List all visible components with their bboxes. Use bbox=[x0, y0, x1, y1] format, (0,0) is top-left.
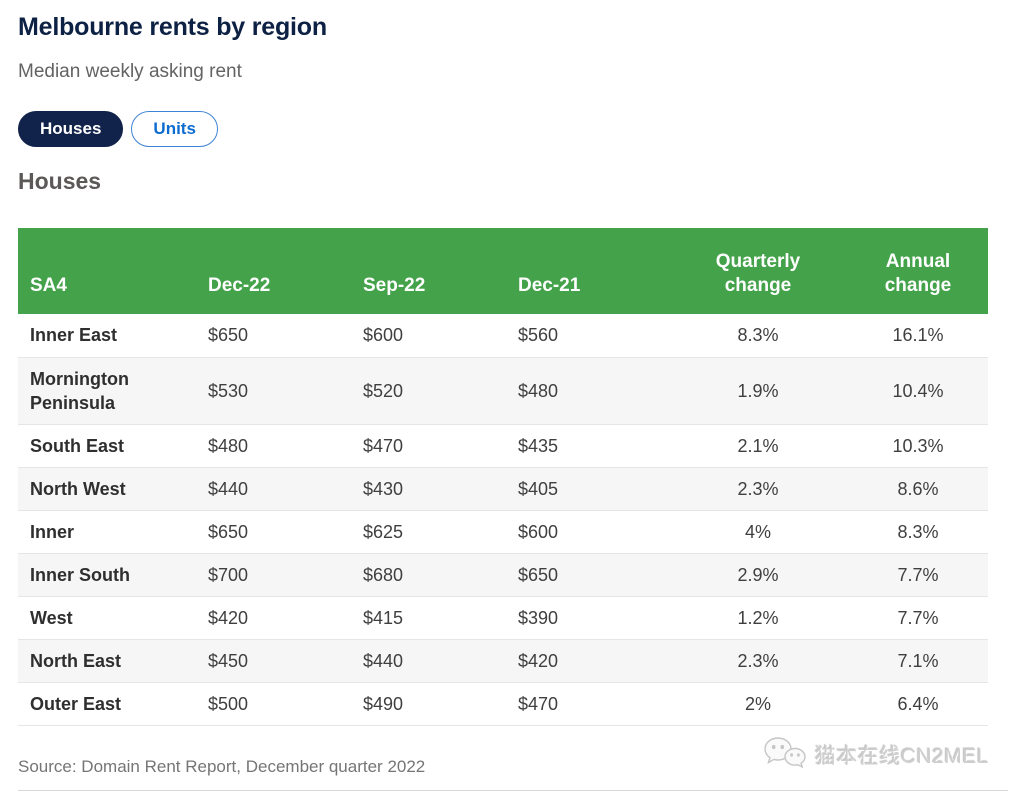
value-cell: 2.3% bbox=[668, 467, 848, 511]
region-cell: Inner East bbox=[18, 314, 208, 358]
table-row: Outer East $500 $490 $470 2% 6.4% bbox=[18, 682, 988, 726]
value-cell: $415 bbox=[363, 596, 518, 640]
page-title: Melbourne rents by region bbox=[18, 13, 327, 41]
value-cell: 2% bbox=[668, 682, 848, 726]
value-cell: 8.3% bbox=[848, 510, 988, 554]
value-cell: $530 bbox=[208, 357, 363, 425]
region-cell: Inner bbox=[18, 510, 208, 554]
value-cell: 16.1% bbox=[848, 314, 988, 358]
value-cell: $700 bbox=[208, 553, 363, 597]
table-row: Inner South $700 $680 $650 2.9% 7.7% bbox=[18, 553, 988, 597]
section-heading: Houses bbox=[18, 168, 102, 194]
table-row: North East $450 $440 $420 2.3% 7.1% bbox=[18, 639, 988, 683]
value-cell: $440 bbox=[363, 639, 518, 683]
table-body: Inner East $650 $600 $560 8.3% 16.1% Morningto… bbox=[18, 314, 988, 726]
value-cell: $480 bbox=[208, 424, 363, 468]
value-cell: 8.3% bbox=[668, 314, 848, 358]
column-header: Dec-21 bbox=[518, 228, 668, 314]
value-cell: 2.9% bbox=[668, 553, 848, 597]
value-cell: $500 bbox=[208, 682, 363, 726]
region-cell: North West bbox=[18, 467, 208, 511]
value-cell: $625 bbox=[363, 510, 518, 554]
value-cell: $520 bbox=[363, 357, 518, 425]
value-cell: $600 bbox=[518, 510, 668, 554]
value-cell: $560 bbox=[518, 314, 668, 358]
column-header: Quarterly change bbox=[668, 228, 848, 314]
value-cell: $490 bbox=[363, 682, 518, 726]
column-header: Annual change bbox=[848, 228, 988, 314]
table-row: Inner $650 $625 $600 4% 8.3% bbox=[18, 510, 988, 554]
table-row: Mornington Peninsula $530 $520 $480 1.9% 10.4… bbox=[18, 357, 988, 425]
bottom-divider bbox=[18, 789, 1008, 791]
value-cell: $480 bbox=[518, 357, 668, 425]
table-header-row: SA4 Dec-22 Sep-22 Dec-21 Quarterly change Ann… bbox=[18, 228, 988, 314]
value-cell: 10.4% bbox=[848, 357, 988, 425]
value-cell: 1.9% bbox=[668, 357, 848, 425]
value-cell: 2.3% bbox=[668, 639, 848, 683]
source-note: Source: Domain Rent Report, December qua… bbox=[18, 756, 426, 776]
region-cell: Outer East bbox=[18, 682, 208, 726]
region-cell: West bbox=[18, 596, 208, 640]
value-cell: 6.4% bbox=[848, 682, 988, 726]
value-cell: $470 bbox=[518, 682, 668, 726]
region-cell: Inner South bbox=[18, 553, 208, 597]
value-cell: $435 bbox=[518, 424, 668, 468]
value-cell: $450 bbox=[208, 639, 363, 683]
property-type-toggle: Houses Units bbox=[18, 111, 988, 147]
column-header: Sep-22 bbox=[363, 228, 518, 314]
table-row: West $420 $415 $390 1.2% 7.7% bbox=[18, 596, 988, 640]
table-row: South East $480 $470 $435 2.1% 10.3% bbox=[18, 424, 988, 468]
column-header: Dec-22 bbox=[208, 228, 363, 314]
table-header: SA4 Dec-22 Sep-22 Dec-21 Quarterly change Ann… bbox=[18, 228, 988, 314]
houses-toggle-button[interactable]: Houses bbox=[18, 111, 124, 147]
value-cell: $650 bbox=[518, 553, 668, 597]
value-cell: 7.1% bbox=[848, 639, 988, 683]
table-row: Inner East $650 $600 $560 8.3% 16.1% bbox=[18, 314, 988, 358]
value-cell: 7.7% bbox=[848, 553, 988, 597]
value-cell: $650 bbox=[208, 510, 363, 554]
units-toggle-button[interactable]: Units bbox=[131, 111, 218, 147]
value-cell: $420 bbox=[518, 639, 668, 683]
value-cell: $420 bbox=[208, 596, 363, 640]
region-cell: Mornington Peninsula bbox=[18, 357, 208, 425]
value-cell: $600 bbox=[363, 314, 518, 358]
column-header: SA4 bbox=[18, 228, 208, 314]
value-cell: 4% bbox=[668, 510, 848, 554]
region-cell: North East bbox=[18, 639, 208, 683]
value-cell: 10.3% bbox=[848, 424, 988, 468]
subtitle: Median weekly asking rent bbox=[18, 61, 242, 82]
value-cell: $390 bbox=[518, 596, 668, 640]
value-cell: $405 bbox=[518, 467, 668, 511]
rent-table: SA4 Dec-22 Sep-22 Dec-21 Quarterly change Ann… bbox=[18, 228, 988, 726]
region-cell: South East bbox=[18, 424, 208, 468]
value-cell: $430 bbox=[363, 467, 518, 511]
table-row: North West $440 $430 $405 2.3% 8.6% bbox=[18, 467, 988, 511]
value-cell: $650 bbox=[208, 314, 363, 358]
value-cell: $440 bbox=[208, 467, 363, 511]
value-cell: 2.1% bbox=[668, 424, 848, 468]
value-cell: 1.2% bbox=[668, 596, 848, 640]
value-cell: 7.7% bbox=[848, 596, 988, 640]
value-cell: 8.6% bbox=[848, 467, 988, 511]
page: Melbourne rents by region Median weekly … bbox=[0, 12, 1019, 807]
value-cell: $680 bbox=[363, 553, 518, 597]
value-cell: $470 bbox=[363, 424, 518, 468]
